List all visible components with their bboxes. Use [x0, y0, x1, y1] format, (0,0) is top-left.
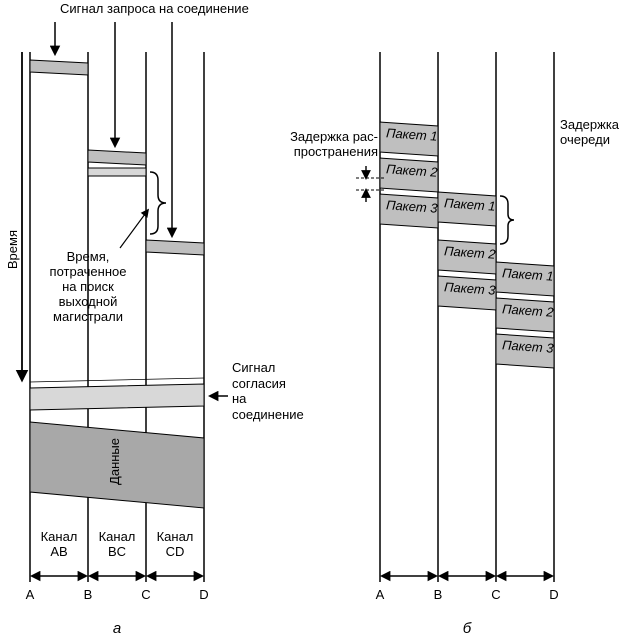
node-a-right: A — [374, 588, 386, 603]
channel-cd-label: Канал CD — [146, 530, 204, 560]
subfig-a-label: а — [110, 620, 124, 637]
queue-delay-label: Задержка очереди — [560, 118, 621, 148]
accept-signal-label: Сигнал согласия на соединение — [232, 360, 322, 422]
node-d-left: D — [198, 588, 210, 603]
node-b-right: B — [432, 588, 444, 603]
hunt-time-label: Время, потраченное на поиск выходной маг… — [38, 250, 138, 325]
node-c-right: C — [490, 588, 502, 603]
node-a-left: A — [24, 588, 36, 603]
title-request-signal: Сигнал запроса на соединение — [60, 2, 320, 17]
time-axis-label: Время — [6, 230, 21, 269]
data-label: Данные — [108, 438, 123, 485]
channel-bc-label: Канал BC — [88, 530, 146, 560]
prop-delay-label: Задержка рас- пространения — [260, 130, 378, 160]
node-c-left: C — [140, 588, 152, 603]
node-d-right: D — [548, 588, 560, 603]
diagram-root: Сигнал запроса на соединение Время Время… — [0, 0, 621, 641]
channel-ab-label: Канал AB — [30, 530, 88, 560]
node-b-left: B — [82, 588, 94, 603]
subfig-b-label: б — [460, 620, 474, 637]
